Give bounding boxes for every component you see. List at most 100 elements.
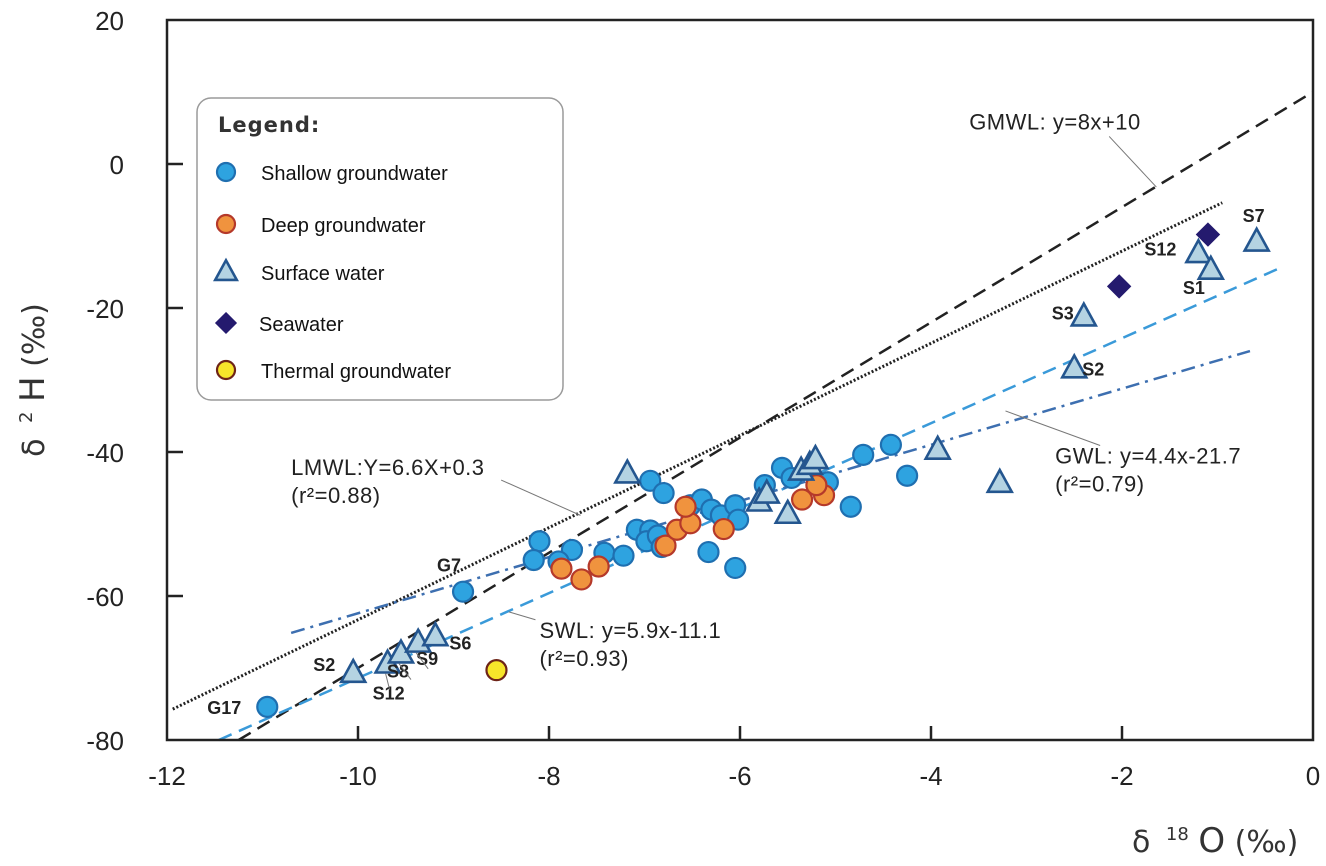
point-label-leader xyxy=(415,652,429,670)
data-points xyxy=(256,222,1271,718)
deep-point xyxy=(712,517,735,541)
legend-marker-surface-icon xyxy=(213,257,239,282)
x-axis-title: δ 18 O (‰) xyxy=(1132,813,1298,861)
surface-point xyxy=(773,498,802,525)
legend-marker-seawater-icon xyxy=(214,311,238,335)
annotation-line: GMWL: y=8x+10 xyxy=(969,109,1141,134)
shallow-point xyxy=(451,580,475,603)
legend-label: Deep groundwater xyxy=(261,215,426,237)
y-tick-label: -40 xyxy=(86,438,124,468)
annotation-line: GWL: y=4.4x-21.7 xyxy=(1055,444,1241,469)
point-label: S12 xyxy=(373,684,405,704)
shallow-point xyxy=(612,544,635,567)
legend-entry-seawater: Seawater xyxy=(214,311,344,336)
x-tick-label: -12 xyxy=(148,761,186,791)
deep-point xyxy=(550,557,573,580)
surface-point xyxy=(1069,300,1098,327)
annotation-line: SWL: y=5.9x-11.1 xyxy=(539,618,721,643)
shallow-point xyxy=(724,556,747,580)
leader-swl xyxy=(508,611,536,621)
legend-label: Thermal groundwater xyxy=(261,361,451,383)
annotation-line: (r²=0.93) xyxy=(539,646,628,671)
x-tick-label: -10 xyxy=(339,761,377,791)
x-axis-delta: δ xyxy=(1132,825,1150,860)
point-label: S9 xyxy=(416,649,438,669)
shallow-point xyxy=(256,695,279,718)
y-axis-element: H xyxy=(13,376,53,402)
y-axis-unit: (‰) xyxy=(17,303,52,367)
shallow-point xyxy=(879,433,902,456)
legend-marker-deep-icon xyxy=(215,213,237,235)
point-label: S7 xyxy=(1243,206,1265,226)
legend-label: Surface water xyxy=(261,263,385,285)
legend-entry-deep: Deep groundwater xyxy=(215,213,426,237)
point-label: S1 xyxy=(1183,278,1205,298)
surface-point xyxy=(1184,237,1213,264)
y-tick-label: -80 xyxy=(86,726,124,756)
point-label: S2 xyxy=(313,655,335,675)
x-tick-label: -2 xyxy=(1110,761,1133,791)
legend-entries: Shallow groundwater Deep groundwater Surfa… xyxy=(213,161,451,383)
x-tick-label: 0 xyxy=(1306,761,1320,791)
shallow-point xyxy=(528,530,551,553)
x-tick-label: -8 xyxy=(537,761,560,791)
x-tick-label: -6 xyxy=(728,761,751,791)
surface-point xyxy=(339,657,368,684)
point-label: S3 xyxy=(1052,304,1074,324)
seawater-point xyxy=(1106,274,1132,299)
annotation-lmwl: LMWL:Y=6.6X+0.3 (r²=0.88) xyxy=(291,455,484,508)
shallow-point xyxy=(896,464,919,487)
annotation-line: (r²=0.79) xyxy=(1055,472,1144,497)
point-label: S12 xyxy=(1144,239,1176,259)
x-axis-superscript: 18 xyxy=(1166,824,1189,845)
seawater-point xyxy=(1195,222,1221,247)
surface-point xyxy=(421,620,450,647)
surface-point xyxy=(801,443,830,470)
point-label: G7 xyxy=(437,556,461,576)
leader-lmwl xyxy=(500,479,581,516)
legend-box xyxy=(196,97,564,401)
deep-point xyxy=(674,495,697,518)
point-label-leader xyxy=(385,673,391,690)
surface-point xyxy=(613,457,642,484)
point-label-leader xyxy=(398,663,412,680)
surface-point xyxy=(1060,352,1089,379)
annotation-swl: SWL: y=5.9x-11.1 (r²=0.93) xyxy=(539,618,721,671)
shallow-point xyxy=(522,548,545,572)
annotation-gmwl: GMWL: y=8x+10 xyxy=(969,109,1141,134)
y-axis-title: δ 2 H (‰) xyxy=(5,303,53,457)
legend-label: Shallow groundwater xyxy=(261,163,448,185)
legend-marker-thermal-icon xyxy=(215,359,237,381)
y-tick-label: -60 xyxy=(86,582,124,612)
y-tick-label: 20 xyxy=(95,6,124,36)
x-tick-label: -4 xyxy=(919,761,942,791)
deep-point xyxy=(654,534,677,557)
leader-gwl xyxy=(1005,410,1101,446)
legend: Legend: Shallow groundwater Deep groundwa… xyxy=(196,97,564,401)
thermal-point xyxy=(485,659,508,682)
annotation-line: LMWL:Y=6.6X+0.3 xyxy=(291,455,484,480)
point-label: S6 xyxy=(449,633,471,653)
line-annotations: GMWL: y=8x+10 LMWL:Y=6.6X+0.3 (r²=0.88) SWL… xyxy=(291,109,1241,671)
x-axis-unit: (‰) xyxy=(1235,825,1299,860)
y-tick-label: -20 xyxy=(86,294,124,324)
shallow-point xyxy=(852,443,875,466)
legend-entry-shallow: Shallow groundwater xyxy=(215,161,448,185)
surface-point xyxy=(923,434,952,460)
surface-point xyxy=(1242,226,1271,252)
point-label: G17 xyxy=(207,698,241,718)
legend-label: Seawater xyxy=(259,314,344,336)
leader-gmwl xyxy=(1108,136,1157,188)
y-tick-label: 0 xyxy=(110,150,124,180)
legend-marker-shallow-icon xyxy=(215,161,237,183)
surface-point xyxy=(985,467,1014,494)
annotation-leaders xyxy=(500,136,1157,621)
legend-entry-thermal: Thermal groundwater xyxy=(215,359,451,383)
y-axis-superscript: 2 xyxy=(16,411,37,422)
shallow-point xyxy=(697,540,720,564)
surface-point xyxy=(1196,254,1226,280)
annotation-gwl: GWL: y=4.4x-21.7 (r²=0.79) xyxy=(1055,444,1241,497)
deep-point xyxy=(587,555,610,578)
